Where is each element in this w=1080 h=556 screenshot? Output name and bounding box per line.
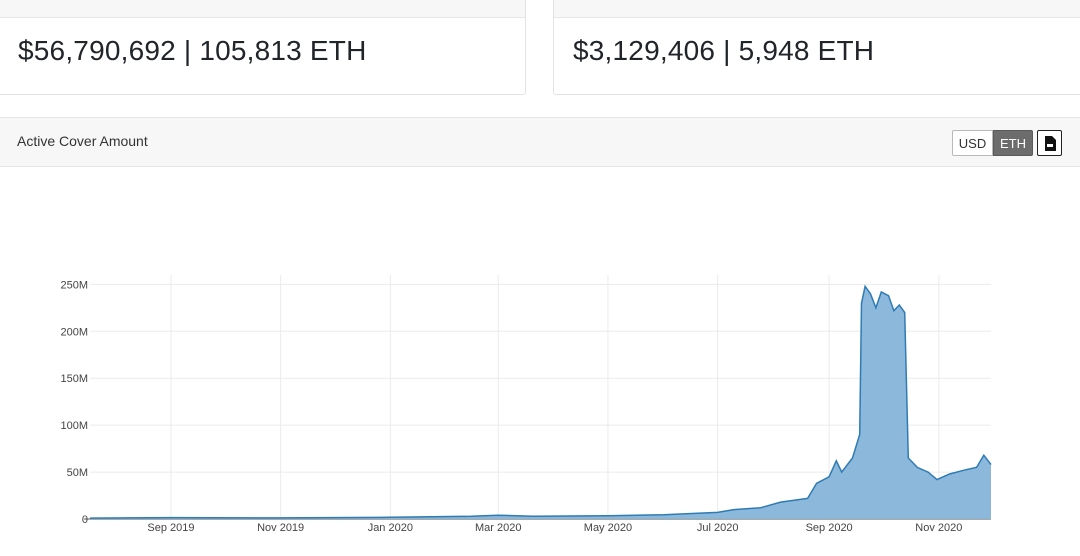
y-tick-label: 100M: [60, 420, 88, 432]
card-header: [0, 0, 525, 18]
panel-title: Active Cover Amount: [17, 133, 148, 149]
x-tick-label: Sep 2020: [806, 522, 853, 534]
x-tick-label: Nov 2019: [257, 522, 304, 534]
x-tick-label: Jul 2020: [697, 522, 739, 534]
x-tick-label: Sep 2019: [147, 522, 194, 534]
series-area: [90, 286, 991, 519]
currency-toggle: USD ETH: [952, 130, 1062, 156]
x-tick-label: May 2020: [584, 522, 632, 534]
chart-area-series: [89, 284, 992, 519]
stat-value: $56,790,692 | 105,813 ETH: [18, 35, 367, 66]
usd-button[interactable]: USD: [952, 130, 993, 156]
y-tick-label: 0: [82, 514, 88, 526]
chart-panel-header: Active Cover Amount USD ETH: [0, 117, 1080, 167]
download-csv-button[interactable]: [1037, 130, 1062, 156]
stat-card-total-cover: $56,790,692 | 105,813 ETH: [0, 0, 526, 95]
y-tick-label: 50M: [67, 467, 88, 479]
stat-card-premium: $3,129,406 | 5,948 ETH: [553, 0, 1080, 95]
x-tick-label: Mar 2020: [475, 522, 521, 534]
y-tick-label: 250M: [60, 279, 88, 291]
eth-button[interactable]: ETH: [993, 130, 1033, 156]
y-tick-label: 150M: [60, 373, 88, 385]
csv-file-icon: [1044, 135, 1056, 151]
card-header: [554, 0, 1080, 18]
y-axis: 0 50M 100M 150M 200M 250M: [60, 279, 88, 526]
x-tick-label: Jan 2020: [368, 522, 413, 534]
series-line: [89, 284, 992, 519]
stat-value: $3,129,406 | 5,948 ETH: [573, 35, 875, 66]
x-axis: Sep 2019 Nov 2019 Jan 2020 Mar 2020 May 2020…: [147, 522, 962, 534]
active-cover-chart: 0 50M 100M 150M 200M 250M Sep 2019 Nov 2019 Jan…: [60, 275, 992, 534]
y-tick-label: 200M: [60, 326, 88, 338]
x-tick-label: Nov 2020: [915, 522, 962, 534]
